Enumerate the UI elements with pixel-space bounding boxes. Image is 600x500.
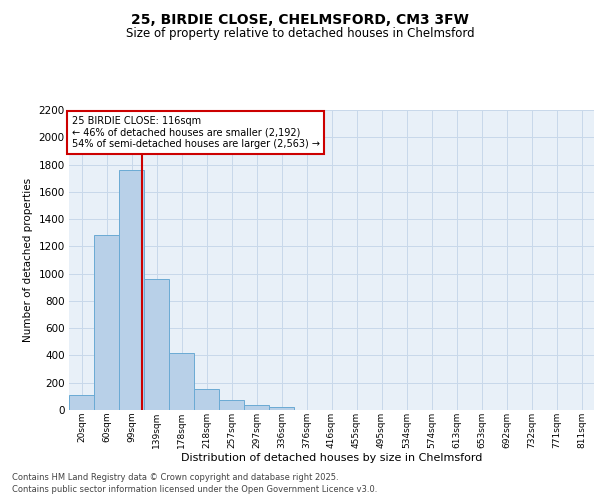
Y-axis label: Number of detached properties: Number of detached properties: [23, 178, 33, 342]
Text: 25, BIRDIE CLOSE, CHELMSFORD, CM3 3FW: 25, BIRDIE CLOSE, CHELMSFORD, CM3 3FW: [131, 12, 469, 26]
Bar: [269, 406, 294, 410]
Text: Contains public sector information licensed under the Open Government Licence v3: Contains public sector information licen…: [12, 485, 377, 494]
Text: 25 BIRDIE CLOSE: 116sqm
← 46% of detached houses are smaller (2,192)
54% of semi: 25 BIRDIE CLOSE: 116sqm ← 46% of detache…: [71, 116, 320, 149]
Bar: [169, 352, 194, 410]
Bar: [219, 400, 244, 410]
Bar: [144, 279, 169, 410]
Text: Size of property relative to detached houses in Chelmsford: Size of property relative to detached ho…: [125, 28, 475, 40]
Text: Contains HM Land Registry data © Crown copyright and database right 2025.: Contains HM Land Registry data © Crown c…: [12, 472, 338, 482]
Bar: [194, 389, 219, 410]
Bar: [69, 395, 94, 410]
X-axis label: Distribution of detached houses by size in Chelmsford: Distribution of detached houses by size …: [181, 454, 482, 464]
Bar: [244, 404, 269, 410]
Bar: [119, 170, 144, 410]
Bar: [94, 236, 119, 410]
